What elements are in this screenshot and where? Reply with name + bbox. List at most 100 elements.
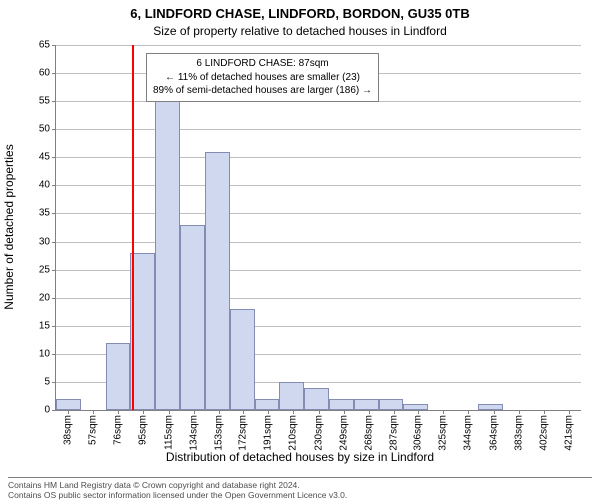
y-tick-label: 0 — [10, 405, 50, 416]
x-tick-label: 57sqm — [88, 415, 99, 445]
y-tick-label: 50 — [10, 124, 50, 135]
gridline — [56, 45, 581, 46]
y-tick-label: 45 — [10, 152, 50, 163]
chart-title-line2: Size of property relative to detached ho… — [0, 24, 600, 38]
footer-line1: Contains HM Land Registry data © Crown c… — [8, 480, 592, 490]
x-tick-label: 38sqm — [63, 415, 74, 445]
x-tick-mark — [169, 410, 170, 414]
x-tick-mark — [93, 410, 94, 414]
y-tick-mark — [52, 410, 56, 411]
x-tick-mark — [494, 410, 495, 414]
y-tick-mark — [52, 213, 56, 214]
x-tick-mark — [394, 410, 395, 414]
x-tick-label: 230sqm — [314, 415, 325, 451]
y-tick-mark — [52, 382, 56, 383]
plot-area: 38sqm57sqm76sqm95sqm115sqm134sqm153sqm17… — [55, 45, 581, 411]
x-tick-label: 115sqm — [163, 415, 174, 450]
y-tick-mark — [52, 101, 56, 102]
x-axis-label: Distribution of detached houses by size … — [0, 450, 600, 464]
y-tick-label: 5 — [10, 376, 50, 387]
x-tick-mark — [143, 410, 144, 414]
y-tick-label: 40 — [10, 180, 50, 191]
x-tick-mark — [468, 410, 469, 414]
histogram-bar — [255, 399, 280, 410]
histogram-bar — [205, 152, 230, 410]
gridline — [56, 242, 581, 243]
x-tick-mark — [519, 410, 520, 414]
histogram-bar — [155, 101, 180, 410]
gridline — [56, 213, 581, 214]
x-tick-mark — [569, 410, 570, 414]
histogram-bar — [279, 382, 304, 410]
x-tick-label: 344sqm — [463, 415, 474, 451]
y-tick-label: 65 — [10, 40, 50, 51]
y-tick-mark — [52, 157, 56, 158]
footer-attribution: Contains HM Land Registry data © Crown c… — [8, 477, 592, 500]
histogram-bar — [379, 399, 404, 410]
x-tick-mark — [243, 410, 244, 414]
y-tick-mark — [52, 185, 56, 186]
y-tick-label: 30 — [10, 236, 50, 247]
x-tick-label: 249sqm — [338, 415, 349, 451]
y-tick-mark — [52, 73, 56, 74]
y-tick-label: 35 — [10, 208, 50, 219]
y-tick-mark — [52, 129, 56, 130]
x-tick-label: 268sqm — [363, 415, 374, 451]
x-tick-mark — [418, 410, 419, 414]
footer-line2: Contains OS public sector information li… — [8, 490, 592, 500]
gridline — [56, 157, 581, 158]
x-tick-mark — [369, 410, 370, 414]
y-tick-mark — [52, 242, 56, 243]
x-tick-label: 421sqm — [563, 415, 574, 451]
histogram-bar — [403, 404, 428, 410]
y-tick-label: 25 — [10, 264, 50, 275]
y-tick-mark — [52, 298, 56, 299]
annotation-line: ← 11% of detached houses are smaller (23… — [153, 71, 372, 85]
x-tick-label: 306sqm — [413, 415, 424, 451]
y-tick-label: 15 — [10, 320, 50, 331]
x-tick-label: 325sqm — [438, 415, 449, 451]
annotation-line: 89% of semi-detached houses are larger (… — [153, 84, 372, 98]
x-tick-mark — [544, 410, 545, 414]
histogram-bar — [230, 309, 255, 410]
histogram-bar — [56, 399, 81, 410]
chart-title-line1: 6, LINDFORD CHASE, LINDFORD, BORDON, GU3… — [0, 6, 600, 21]
x-tick-mark — [319, 410, 320, 414]
histogram-bar — [304, 388, 329, 410]
x-tick-label: 364sqm — [489, 415, 500, 451]
x-tick-label: 191sqm — [263, 415, 274, 451]
x-tick-label: 210sqm — [288, 415, 299, 451]
histogram-bar — [354, 399, 379, 410]
y-tick-mark — [52, 326, 56, 327]
x-tick-mark — [219, 410, 220, 414]
y-tick-label: 60 — [10, 68, 50, 79]
y-axis-label: Number of detached properties — [2, 144, 16, 309]
gridline — [56, 185, 581, 186]
x-tick-label: 287sqm — [388, 415, 399, 451]
x-tick-label: 172sqm — [238, 415, 249, 451]
y-tick-mark — [52, 354, 56, 355]
y-tick-label: 55 — [10, 96, 50, 107]
histogram-bar — [478, 404, 503, 410]
annotation-line: 6 LINDFORD CHASE: 87sqm — [153, 57, 372, 71]
x-tick-label: 76sqm — [113, 415, 124, 445]
annotation-box: 6 LINDFORD CHASE: 87sqm← 11% of detached… — [146, 53, 379, 102]
y-tick-mark — [52, 45, 56, 46]
histogram-bar — [180, 225, 205, 410]
chart-container: 6, LINDFORD CHASE, LINDFORD, BORDON, GU3… — [0, 0, 600, 500]
property-marker-line — [132, 45, 134, 410]
x-tick-mark — [194, 410, 195, 414]
x-tick-label: 153sqm — [213, 415, 224, 451]
x-tick-mark — [443, 410, 444, 414]
x-tick-mark — [344, 410, 345, 414]
x-tick-mark — [68, 410, 69, 414]
x-tick-label: 95sqm — [137, 415, 148, 445]
x-tick-label: 134sqm — [188, 415, 199, 451]
x-tick-mark — [118, 410, 119, 414]
x-tick-label: 402sqm — [538, 415, 549, 451]
y-tick-mark — [52, 270, 56, 271]
x-tick-mark — [293, 410, 294, 414]
histogram-bar — [329, 399, 354, 410]
x-tick-label: 383sqm — [513, 415, 524, 451]
x-tick-mark — [268, 410, 269, 414]
